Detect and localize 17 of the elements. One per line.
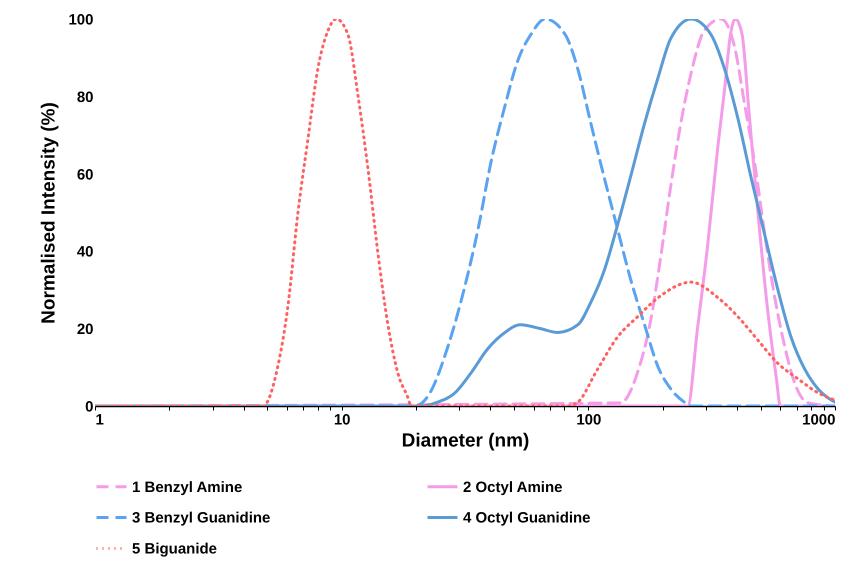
y-tick-label: 60 [76,166,94,184]
y-tick-label: 0 [85,398,94,416]
legend-label: 2 Octyl Amine [463,478,562,496]
legend-label: 1 Benzyl Amine [132,478,242,496]
y-tick-label: 20 [76,321,94,338]
x-tick-label: 10 [334,412,351,428]
y-tick-label: 100 [68,12,94,28]
legend-label: 5 Biguanide [132,540,218,558]
legend-label: 4 Octyl Guanidine [463,510,591,526]
x-tick-label: 1000 [802,412,836,428]
x-tick-label: 100 [576,412,602,428]
y-tick-label: 80 [76,88,94,106]
y-tick-label: 40 [76,244,94,261]
legend-label: 3 Benzyl Guanidine [132,510,270,526]
x-axis-title: Diameter (nm) [402,430,530,452]
y-axis-title: Normalised Intensity (%) [38,102,60,324]
x-tick-label: 1 [96,412,104,428]
